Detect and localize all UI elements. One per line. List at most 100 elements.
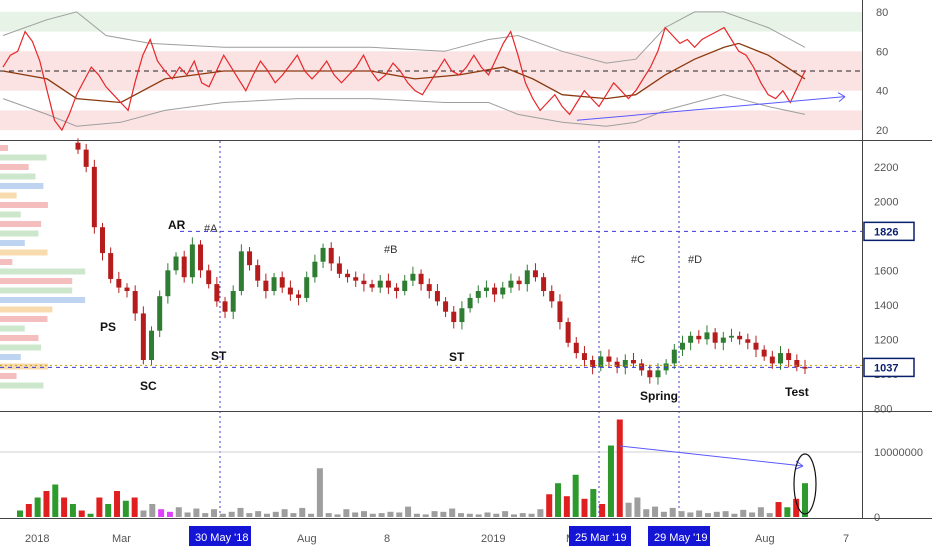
candle-body: [696, 335, 702, 340]
candle-body: [116, 278, 122, 288]
label-ps: PS: [100, 320, 116, 334]
volume-bar: [466, 513, 473, 517]
label-phase-c: #C: [631, 254, 645, 266]
volume-bar: [510, 514, 517, 517]
volume-bar: [281, 509, 288, 517]
volume-bar: [316, 468, 323, 517]
volume-profile-bar: [0, 278, 73, 284]
candle-body: [271, 277, 277, 292]
label-phase-a: #A: [204, 223, 218, 235]
volume-bar: [219, 513, 226, 517]
candle-body: [565, 322, 571, 343]
candle-body: [516, 280, 522, 285]
volume-bar: [493, 513, 500, 517]
volume-bar: [669, 507, 676, 517]
date-tag: 29 May '19: [654, 532, 707, 544]
rsi-tick-label: 40: [876, 86, 888, 98]
candle-body: [802, 366, 808, 369]
label-test: Test: [785, 385, 809, 399]
volume-bar: [704, 513, 711, 517]
candle-body: [181, 256, 187, 278]
x-tick-label: 7: [843, 533, 849, 545]
volume-highlight-ellipse: [793, 453, 817, 515]
volume-profile-bar: [0, 173, 36, 180]
volume-bar: [34, 497, 41, 517]
candle-body: [679, 342, 685, 350]
candle-body: [320, 247, 326, 262]
volume-bar: [299, 507, 306, 517]
price-tag-bottom-box: [863, 357, 915, 378]
candle-body: [728, 335, 734, 338]
rsi-tick-label: 20: [876, 125, 888, 137]
volume-profile-bar: [0, 240, 25, 246]
volume-bar: [352, 512, 359, 517]
candle-body: [598, 356, 604, 367]
candle-body: [483, 287, 489, 292]
volume-bar: [290, 513, 297, 517]
label-spring: Spring: [640, 389, 678, 403]
volume-profile-bar: [0, 287, 73, 294]
volume-bar: [563, 496, 570, 517]
volume-bar: [25, 504, 32, 517]
price-panel: 800100012001400160018002000220018261037: [0, 138, 915, 517]
candle-body: [206, 270, 212, 285]
candle-body: [737, 335, 743, 340]
label-st-2: ST: [449, 350, 465, 364]
volume-bar: [263, 513, 270, 517]
candle-body: [279, 277, 285, 288]
volume-bar: [625, 502, 632, 517]
volume-bar: [369, 513, 376, 517]
volume-bar: [652, 506, 659, 517]
candle-body: [83, 149, 89, 167]
volume-bar: [396, 512, 403, 517]
volume-bar: [766, 513, 773, 517]
date-tag-box: [648, 526, 710, 546]
volume-bar: [643, 509, 650, 517]
volume-bar: [546, 494, 553, 517]
candle-body: [614, 361, 620, 367]
candle-body: [91, 166, 97, 228]
volume-bar: [184, 512, 191, 517]
volume-profile-bar: [0, 145, 8, 151]
label-sc: SC: [140, 379, 157, 393]
candle-body: [312, 261, 318, 278]
candle-body: [671, 349, 677, 364]
volume-profile-bar: [0, 354, 21, 360]
candle-body: [606, 356, 612, 362]
volume-bar: [255, 511, 262, 517]
candle-body: [149, 330, 155, 360]
label-ar: AR: [168, 218, 186, 232]
volume-bar: [678, 511, 685, 517]
candle-body: [557, 301, 563, 323]
rsi-trendline: [576, 96, 846, 121]
candle-body: [663, 363, 669, 371]
volume-bar: [193, 508, 200, 517]
candle-body: [508, 280, 514, 288]
x-tick-label: 2018: [25, 533, 49, 545]
volume-bar: [69, 504, 76, 517]
rsi-line: [2, 26, 806, 132]
label-phase-d: #D: [688, 254, 702, 266]
volume-panel: 010000000: [0, 419, 923, 524]
volume-bar: [537, 509, 544, 517]
volume-bar: [749, 512, 756, 517]
candle-body: [394, 287, 400, 292]
candle-body: [541, 277, 547, 292]
volume-bar: [616, 419, 623, 517]
volume-bar: [599, 504, 606, 517]
volume-profile-bar: [0, 382, 44, 389]
volume-bar: [431, 511, 438, 517]
candle-body: [475, 291, 481, 298]
candle-body: [786, 353, 792, 360]
volume-bar: [687, 512, 694, 517]
candle-body: [630, 359, 636, 364]
volume-bar: [519, 513, 526, 517]
candle-body: [573, 342, 579, 354]
volume-bar: [740, 509, 747, 517]
volume-profile-bar: [0, 202, 48, 208]
volume-bar: [166, 511, 173, 517]
date-tag: 25 Mar '19: [575, 532, 627, 544]
volume-bar: [581, 498, 588, 517]
volume-bar: [387, 511, 394, 517]
